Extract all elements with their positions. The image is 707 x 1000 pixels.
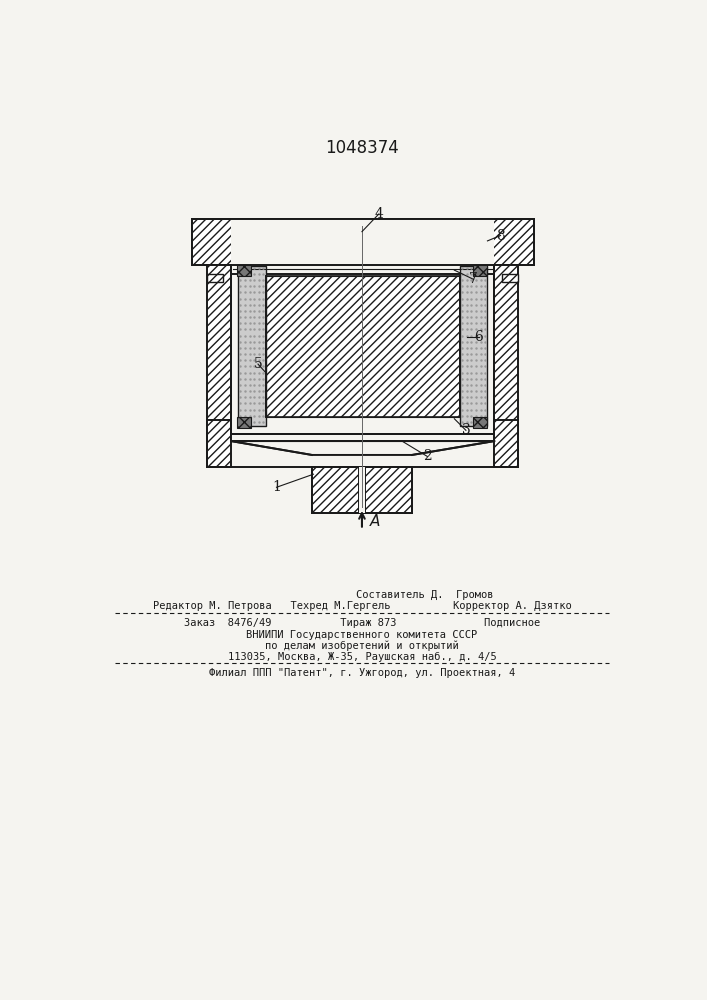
Bar xyxy=(460,266,487,426)
Text: 1048374: 1048374 xyxy=(325,139,399,157)
Text: ВНИИПИ Государственного комитета СССР: ВНИИПИ Государственного комитета СССР xyxy=(246,630,477,640)
Bar xyxy=(473,417,486,428)
Text: Заказ  8476/49           Тираж 873              Подписное: Заказ 8476/49 Тираж 873 Подписное xyxy=(184,618,540,628)
Bar xyxy=(238,417,251,428)
Bar xyxy=(266,276,460,417)
Bar xyxy=(238,265,251,276)
Bar xyxy=(312,466,359,513)
Text: Редактор М. Петрова   Техред М.Гергель          Корректор А. Дзятко: Редактор М. Петрова Техред М.Гергель Кор… xyxy=(153,601,571,611)
Text: 2: 2 xyxy=(423,449,432,463)
Text: 7: 7 xyxy=(469,272,478,286)
Bar xyxy=(207,274,223,282)
Bar xyxy=(473,265,486,276)
Bar xyxy=(231,434,494,441)
Text: 4: 4 xyxy=(375,207,383,221)
Bar xyxy=(359,466,365,513)
Bar xyxy=(207,420,231,466)
Text: Филиал ППП "Патент", г. Ужгород, ул. Проектная, 4: Филиал ППП "Патент", г. Ужгород, ул. Про… xyxy=(209,668,515,678)
Bar xyxy=(502,274,518,282)
Polygon shape xyxy=(231,441,494,455)
Bar xyxy=(365,466,412,513)
Bar xyxy=(494,265,518,434)
Text: A: A xyxy=(370,514,380,529)
Bar xyxy=(192,219,534,265)
Bar xyxy=(207,265,231,434)
Bar xyxy=(238,266,266,426)
Text: 8: 8 xyxy=(496,229,505,242)
Text: Составитель Д.  Громов: Составитель Д. Громов xyxy=(230,590,493,600)
Text: 113035, Москва, Ж-35, Раушская наб., д. 4/5: 113035, Москва, Ж-35, Раушская наб., д. … xyxy=(228,652,496,662)
Text: по делам изобретений и открытий: по делам изобретений и открытий xyxy=(265,641,459,651)
Text: 3: 3 xyxy=(462,423,470,437)
Bar xyxy=(494,420,518,466)
Text: 1: 1 xyxy=(272,480,281,494)
Text: 5: 5 xyxy=(254,357,262,371)
Text: 6: 6 xyxy=(474,330,484,344)
Bar xyxy=(231,265,494,274)
Bar xyxy=(231,219,494,265)
